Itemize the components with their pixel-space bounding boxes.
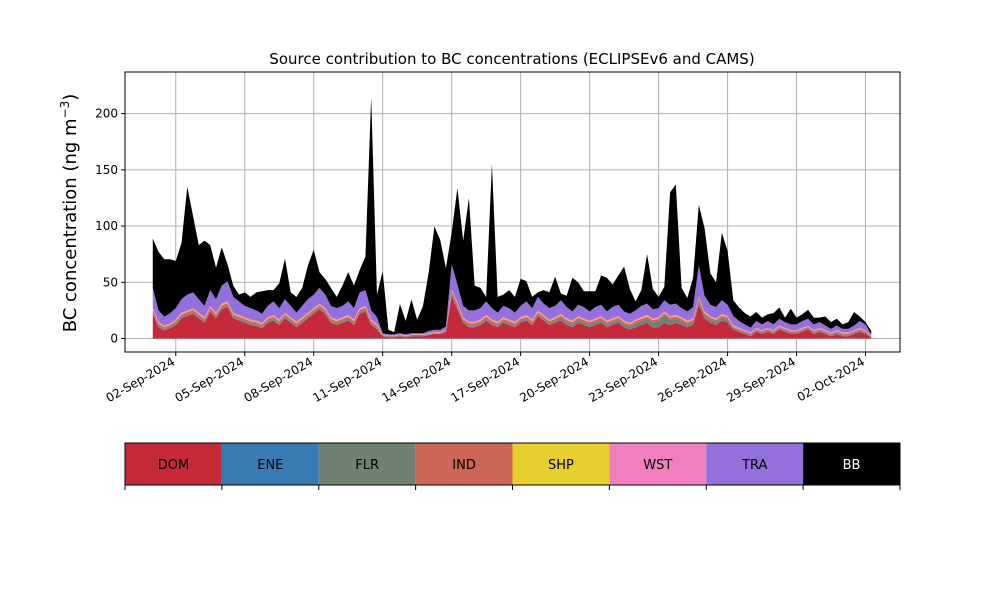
x-tick-label: 17-Sep-2024 <box>448 354 522 405</box>
x-tick-label: 23-Sep-2024 <box>586 354 660 405</box>
y-tick-label: 150 <box>95 163 118 177</box>
stacked-areas <box>152 96 872 339</box>
y-axis-label: BC concentration (ng m−3) <box>58 94 81 333</box>
y-axis-label-close: ) <box>60 94 81 101</box>
legend-swatch-ene <box>221 443 319 485</box>
legend-swatch-tra <box>706 443 804 485</box>
y-tick-label: 0 <box>110 332 118 346</box>
y-axis-label-superscript: −3 <box>58 101 72 119</box>
x-axis: 02-Sep-202405-Sep-202408-Sep-202411-Sep-… <box>104 352 867 405</box>
legend-label-wst: WST <box>643 458 672 473</box>
x-tick-label: 08-Sep-2024 <box>241 354 315 405</box>
legend-swatch-wst <box>609 443 707 485</box>
area-series-dom <box>152 295 872 339</box>
legend-swatch-dom <box>125 443 222 485</box>
y-tick-label: 50 <box>103 275 118 289</box>
y-axis-label-main: BC concentration (ng m <box>60 118 81 332</box>
legend-label-bb: BB <box>843 458 861 473</box>
legend-swatch-shp <box>512 443 610 485</box>
legend-label-shp: SHP <box>548 458 574 473</box>
x-tick-label: 11-Sep-2024 <box>310 354 384 405</box>
x-tick-label: 26-Sep-2024 <box>655 354 729 405</box>
x-tick-label: 14-Sep-2024 <box>379 354 453 405</box>
legend-swatch-bb <box>803 443 900 485</box>
x-tick-label: 02-Oct-2024 <box>795 354 867 404</box>
plot-frame <box>124 71 901 353</box>
x-tick-label: 29-Sep-2024 <box>724 354 798 405</box>
y-axis: 0 50 100 150 200 <box>95 107 125 346</box>
legend-label-ene: ENE <box>257 458 283 473</box>
legend-label-ind: IND <box>452 458 476 473</box>
area-series-bb <box>152 96 872 335</box>
legend-label-flr: FLR <box>355 458 379 473</box>
x-tick-label: 20-Sep-2024 <box>517 354 591 405</box>
x-tick-label: 05-Sep-2024 <box>172 354 246 405</box>
legend-swatch-ind <box>415 443 513 485</box>
legend-label-dom: DOM <box>158 458 189 473</box>
legend-label-tra: TRA <box>741 458 767 473</box>
chart-title: Source contribution to BC concentrations… <box>269 50 754 68</box>
legend-colorbar: DOM ENE FLR IND SHP WST TRA BB <box>124 442 901 490</box>
x-tick-label: 02-Sep-2024 <box>104 354 178 405</box>
y-tick-label: 200 <box>95 107 118 121</box>
y-tick-label: 100 <box>95 219 118 233</box>
area-series-tra <box>152 264 872 336</box>
legend-swatch-flr <box>318 443 416 485</box>
